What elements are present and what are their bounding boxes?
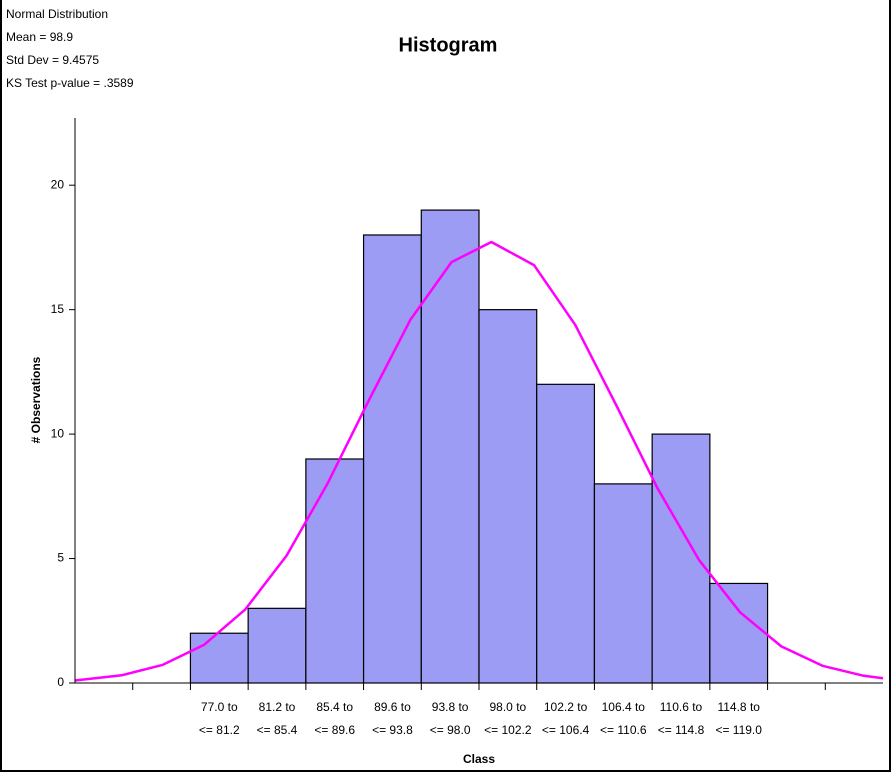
x-tick-label: 89.6 to xyxy=(374,700,411,714)
x-tick-label: <= 114.8 xyxy=(658,723,705,737)
x-tick-label: <= 81.2 xyxy=(199,723,240,737)
bar xyxy=(362,234,422,684)
bar xyxy=(651,433,711,684)
x-tick-label: 114.8 to xyxy=(717,700,760,714)
x-axis-label: Class xyxy=(463,752,495,766)
x-tick-label: 81.2 to xyxy=(259,700,296,714)
bar xyxy=(478,309,538,684)
x-tick-label: 77.0 to xyxy=(201,700,238,714)
bar xyxy=(593,483,653,684)
y-tick-label: 0 xyxy=(57,675,64,689)
y-tick-label: 15 xyxy=(51,302,65,316)
bar xyxy=(420,209,480,684)
x-tick-label: <= 102.2 xyxy=(484,723,532,737)
x-tick-label: <= 110.6 xyxy=(600,723,647,737)
y-tick-label: 10 xyxy=(51,426,65,440)
y-axis-label: # Observations xyxy=(29,356,43,443)
bar xyxy=(305,458,365,684)
x-tick-label: 85.4 to xyxy=(316,700,353,714)
annotation: Std Dev = 9.4575 xyxy=(6,53,99,67)
bar xyxy=(189,632,249,684)
x-tick-label: <= 93.8 xyxy=(372,723,413,737)
bar xyxy=(709,582,769,684)
chart-title: Histogram xyxy=(399,34,498,56)
annotation: Normal Distribution xyxy=(6,7,108,21)
x-tick-label: 102.2 to xyxy=(544,700,588,714)
x-tick-label: <= 106.4 xyxy=(542,723,590,737)
bar xyxy=(247,607,307,684)
x-tick-label: 98.0 to xyxy=(490,700,527,714)
y-tick-label: 5 xyxy=(57,551,64,565)
normal-curve xyxy=(74,240,884,682)
annotation: KS Test p-value = .3589 xyxy=(6,76,134,90)
x-tick-label: <= 89.6 xyxy=(314,723,355,737)
x-tick-label: <= 85.4 xyxy=(257,723,298,737)
x-tick-label: 106.4 to xyxy=(602,700,646,714)
annotation: Mean = 98.9 xyxy=(6,30,73,44)
x-tick-label: 93.8 to xyxy=(432,700,469,714)
y-tick-label: 20 xyxy=(51,177,65,191)
x-tick-label: <= 98.0 xyxy=(430,723,471,737)
x-tick-label: 110.6 to xyxy=(660,700,703,714)
bar xyxy=(536,383,596,684)
x-tick-label: <= 119.0 xyxy=(715,723,762,737)
